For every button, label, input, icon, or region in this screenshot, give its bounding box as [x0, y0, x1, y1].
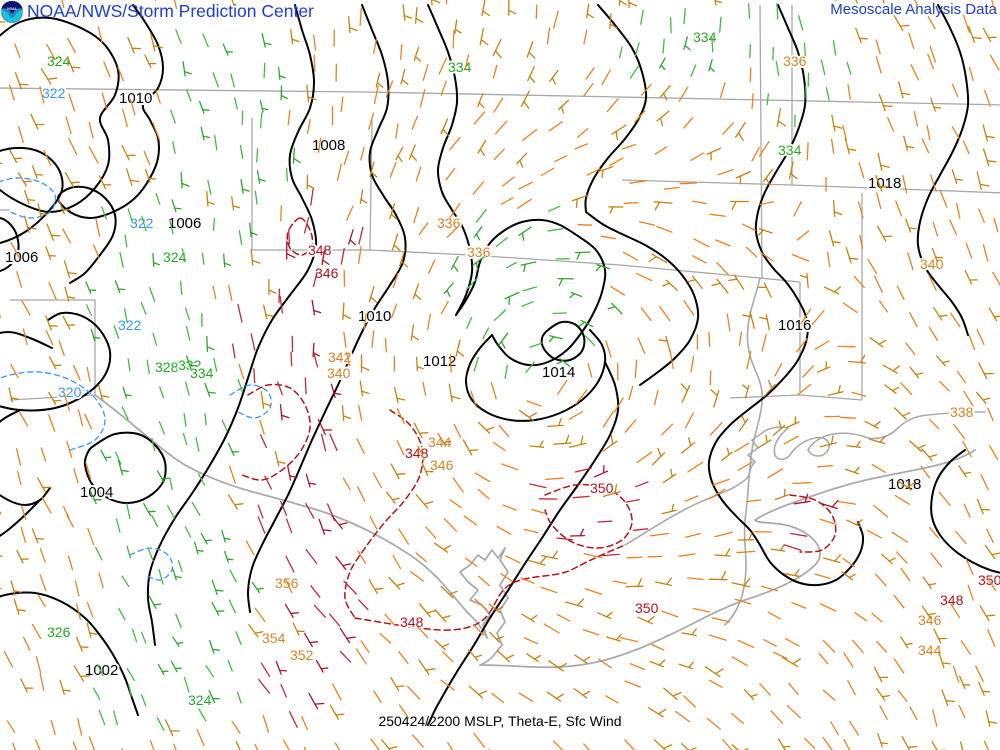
svg-text:1014: 1014	[542, 364, 575, 381]
svg-text:344: 344	[918, 642, 942, 658]
svg-text:NOAA/NWS/Storm Prediction Cent: NOAA/NWS/Storm Prediction Center	[27, 1, 314, 21]
svg-text:1016: 1016	[778, 317, 811, 334]
svg-text:334: 334	[190, 365, 214, 381]
svg-text:1002: 1002	[85, 662, 118, 679]
svg-text:1006: 1006	[5, 249, 38, 266]
svg-text:322: 322	[118, 317, 142, 333]
svg-text:334: 334	[778, 142, 802, 158]
svg-text:322: 322	[42, 85, 66, 101]
svg-text:334: 334	[693, 29, 717, 45]
svg-text:250424/2200 MSLP, Theta-E, Sfc: 250424/2200 MSLP, Theta-E, Sfc Wind	[378, 713, 621, 729]
svg-text:1010: 1010	[119, 90, 152, 107]
svg-text:336: 336	[467, 244, 491, 260]
svg-text:1018: 1018	[888, 476, 921, 493]
svg-text:334: 334	[448, 59, 472, 75]
svg-text:324: 324	[188, 692, 212, 708]
svg-text:1018: 1018	[868, 175, 901, 192]
svg-text:326: 326	[47, 624, 71, 640]
svg-text:324: 324	[47, 53, 71, 69]
svg-text:338: 338	[950, 404, 974, 420]
svg-text:340: 340	[920, 256, 944, 272]
svg-text:348: 348	[400, 614, 424, 630]
svg-text:350: 350	[635, 600, 659, 616]
svg-text:336: 336	[783, 53, 807, 69]
svg-text:348: 348	[308, 242, 332, 258]
svg-text:1008: 1008	[312, 137, 345, 154]
svg-text:348: 348	[405, 445, 429, 461]
svg-text:1010: 1010	[358, 308, 391, 325]
svg-text:352: 352	[290, 647, 314, 663]
svg-text:NOAA: NOAA	[7, 7, 17, 11]
svg-text:354: 354	[262, 630, 286, 646]
svg-text:320: 320	[58, 384, 82, 400]
svg-text:350: 350	[590, 480, 614, 496]
svg-text:Mesoscale Analysis Data: Mesoscale Analysis Data	[830, 1, 997, 18]
svg-text:340: 340	[327, 365, 351, 381]
svg-text:346: 346	[430, 457, 454, 473]
svg-text:1006: 1006	[168, 215, 201, 232]
svg-text:1004: 1004	[80, 484, 113, 501]
svg-text:346: 346	[315, 265, 339, 281]
svg-text:328: 328	[155, 359, 179, 375]
